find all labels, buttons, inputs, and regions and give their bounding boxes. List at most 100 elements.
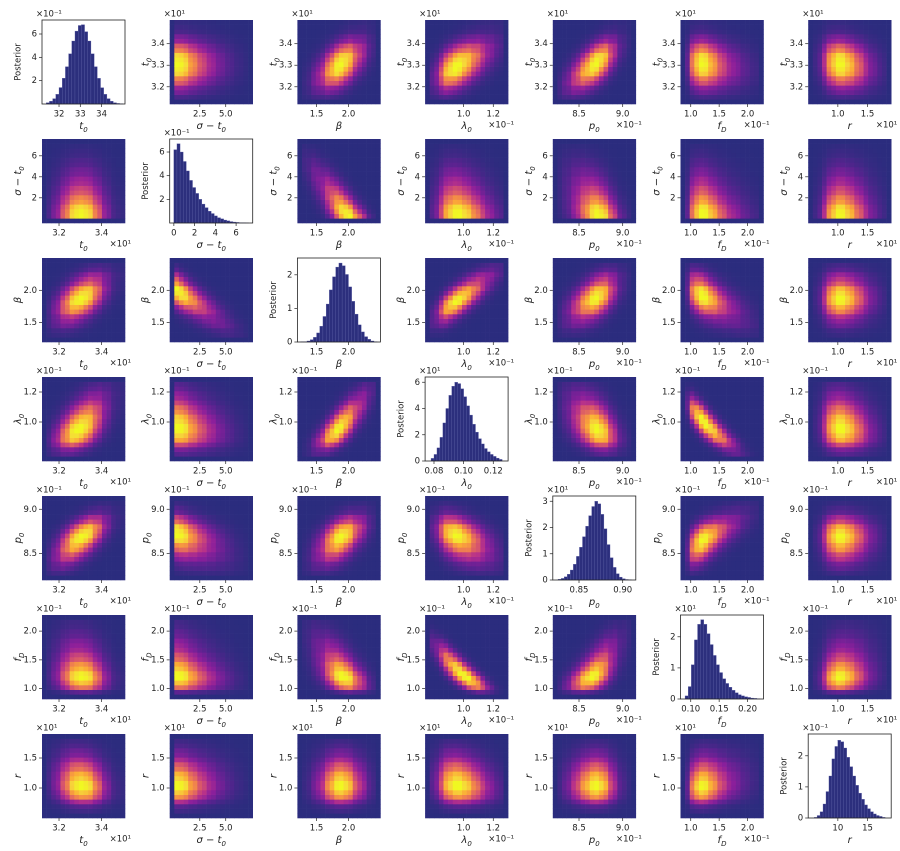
density-cell	[621, 85, 627, 91]
density-cell	[461, 167, 467, 172]
density-cell	[694, 139, 700, 144]
density-cell	[749, 181, 755, 186]
density-cell	[831, 43, 837, 49]
density-cell	[238, 337, 244, 343]
density-cell	[594, 66, 600, 72]
density-cell	[65, 148, 70, 154]
density-cell	[466, 34, 472, 39]
density-cell	[192, 309, 198, 315]
x-tick-label: 33	[75, 110, 86, 120]
density-cell	[731, 20, 737, 25]
density-cell	[69, 199, 75, 205]
density-cell	[562, 99, 567, 105]
density-cell	[320, 181, 326, 186]
density-cell	[106, 204, 112, 210]
density-cell	[238, 258, 244, 263]
density-cell	[320, 157, 326, 163]
density-cell	[120, 290, 126, 296]
density-cell	[566, 139, 572, 144]
density-cell	[297, 38, 303, 44]
density-cell	[731, 66, 737, 72]
density-cell	[689, 148, 695, 154]
hist-bar	[211, 213, 215, 224]
density-cell	[608, 199, 614, 205]
density-cell	[566, 29, 572, 35]
density-cell	[215, 38, 221, 44]
density-cell	[685, 52, 691, 58]
density-cell	[717, 48, 723, 53]
density-cell	[735, 139, 741, 144]
density-cell	[120, 272, 126, 277]
density-cell	[822, 162, 827, 168]
density-cell	[863, 71, 869, 77]
density-cell	[201, 85, 207, 91]
density-cell	[315, 20, 321, 25]
density-cell	[489, 181, 495, 186]
density-cell	[220, 34, 226, 39]
density-cell	[425, 332, 431, 338]
density-cell	[248, 90, 253, 95]
density-cell	[315, 185, 321, 191]
density-cell	[178, 258, 184, 263]
density-cell	[881, 195, 887, 200]
density-cell	[220, 90, 226, 95]
density-cell	[334, 80, 340, 86]
density-cell	[357, 176, 363, 182]
density-cell	[429, 90, 435, 95]
density-cell	[60, 314, 66, 319]
density-cell	[88, 190, 94, 196]
density-cell	[863, 199, 869, 205]
density-cell	[329, 52, 335, 58]
density-cell	[343, 181, 349, 186]
density-cell	[621, 90, 627, 95]
density-cell	[498, 209, 504, 214]
density-cell	[480, 209, 486, 214]
density-cell	[438, 190, 444, 196]
density-cell	[229, 272, 235, 277]
density-cell	[46, 318, 52, 324]
y-tick-label: 3.2	[407, 82, 421, 92]
density-cell	[115, 139, 121, 144]
density-cell	[612, 34, 618, 39]
density-cell	[225, 304, 230, 310]
density-cell	[617, 34, 623, 39]
density-cell	[183, 85, 189, 91]
density-cell	[183, 66, 189, 72]
density-cell	[425, 80, 431, 86]
density-cell	[598, 213, 604, 219]
density-cell	[120, 318, 126, 324]
density-cell	[429, 272, 435, 277]
density-cell	[494, 80, 500, 86]
density-cell	[849, 76, 855, 81]
density-cell	[88, 300, 94, 305]
density-cell	[808, 153, 814, 158]
density-cell	[120, 148, 126, 154]
density-cell	[835, 176, 841, 182]
axis-label: β	[335, 121, 343, 132]
y-tick-label: 6	[798, 151, 803, 161]
density-cell	[735, 199, 741, 205]
density-cell	[42, 276, 47, 282]
density-cell	[188, 90, 194, 95]
density-cell	[334, 85, 340, 91]
density-cell	[51, 267, 57, 273]
density-cell	[575, 52, 581, 58]
density-cell	[215, 258, 221, 263]
density-cell	[575, 162, 581, 168]
density-cell	[731, 181, 737, 186]
density-cell	[566, 157, 572, 163]
density-cell	[822, 213, 827, 219]
density-cell	[434, 290, 440, 296]
density-cell	[78, 276, 84, 282]
density-cell	[192, 80, 198, 86]
density-cell	[343, 71, 349, 77]
density-cell	[101, 281, 107, 287]
density-cell	[78, 295, 84, 301]
density-cell	[685, 157, 691, 163]
density-cell	[845, 66, 850, 72]
axis-label-base: σ − t	[196, 240, 222, 251]
density-cell	[612, 176, 618, 182]
density-cell	[306, 167, 312, 172]
density-cell	[443, 328, 449, 333]
density-cell	[74, 190, 80, 196]
